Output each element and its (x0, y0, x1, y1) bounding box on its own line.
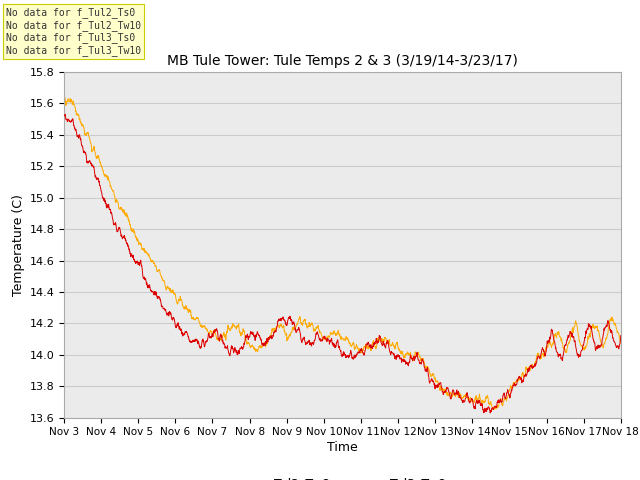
Legend: Tul2_Ts-8, Tul3_Ts-8: Tul2_Ts-8, Tul3_Ts-8 (234, 472, 451, 480)
X-axis label: Time: Time (327, 442, 358, 455)
Title: MB Tule Tower: Tule Temps 2 & 3 (3/19/14-3/23/17): MB Tule Tower: Tule Temps 2 & 3 (3/19/14… (167, 54, 518, 68)
Y-axis label: Temperature (C): Temperature (C) (12, 194, 25, 296)
Text: No data for f_Tul2_Ts0
No data for f_Tul2_Tw10
No data for f_Tul3_Ts0
No data fo: No data for f_Tul2_Ts0 No data for f_Tul… (6, 7, 141, 56)
